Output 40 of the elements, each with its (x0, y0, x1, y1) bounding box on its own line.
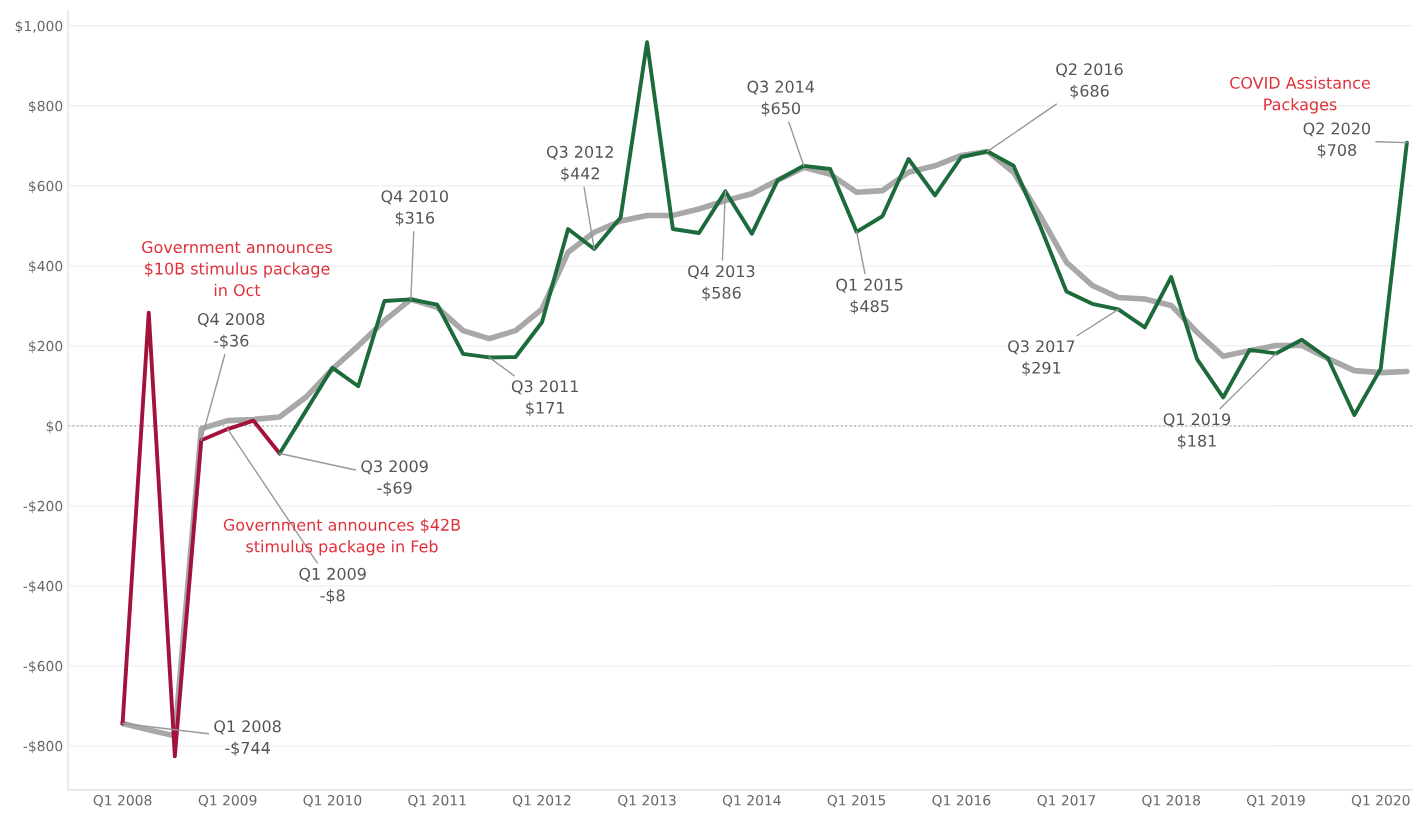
annotation: Q3 2011 $171 (511, 380, 578, 416)
y-tick-label: $800 (29, 100, 63, 114)
x-tick-label: Q1 2011 (408, 794, 466, 808)
x-tick-label: Q1 2020 (1351, 794, 1410, 808)
annotation: Q1 2009 -$8 (299, 567, 366, 604)
y-tick-label: -$600 (23, 660, 63, 674)
x-tick-label: Q1 2014 (722, 794, 781, 808)
x-tick-label: Q1 2019 (1246, 794, 1305, 808)
annotation: Government announces $42B stimulus package in Feb (223, 518, 460, 556)
x-tick-label: Q1 2013 (618, 794, 676, 808)
annotation: Q3 2014 $650 (747, 80, 815, 117)
annotation: Q1 2015 $485 (836, 278, 903, 315)
y-tick-label: $200 (29, 340, 63, 354)
annotation: Q2 2016 $686 (1056, 63, 1123, 99)
y-tick-label: $600 (29, 180, 63, 194)
x-tick-label: Q1 2018 (1142, 794, 1201, 808)
x-tick-label: Q1 2015 (827, 794, 886, 808)
y-tick-label: -$200 (23, 500, 63, 514)
annotation: Q2 2020 $708 (1303, 122, 1371, 159)
annotation: Q1 2019 $181 (1163, 413, 1231, 449)
annotation: Q3 2012 $442 (546, 145, 613, 182)
x-tick-label: Q1 2012 (513, 794, 571, 808)
y-tick-label: $1,000 (15, 20, 63, 34)
annotation: Q4 2013 $586 (688, 265, 755, 301)
y-tick-label: $0 (46, 420, 63, 434)
x-tick-label: Q1 2008 (93, 794, 152, 808)
annotation: Q3 2009 -$69 (361, 460, 428, 496)
annotation: Q4 2008 -$36 (197, 313, 265, 349)
annotation: Q4 2010 $316 (381, 190, 448, 226)
annotation: Q1 2008 -$744 (214, 720, 281, 756)
x-tick-label: Q1 2016 (932, 794, 991, 808)
annotation: Government announces $10B stimulus package in Oct (142, 241, 333, 297)
x-tick-label: Q1 2017 (1037, 794, 1096, 808)
y-tick-label: -$800 (23, 740, 63, 754)
y-tick-label: $400 (29, 260, 63, 274)
annotation: COVID Assistance Packages (1230, 76, 1370, 114)
y-tick-label: -$400 (23, 580, 63, 594)
annotation: Q3 2017 $291 (1008, 340, 1075, 376)
x-tick-label: Q1 2010 (303, 794, 362, 808)
x-tick-label: Q1 2009 (198, 794, 257, 808)
